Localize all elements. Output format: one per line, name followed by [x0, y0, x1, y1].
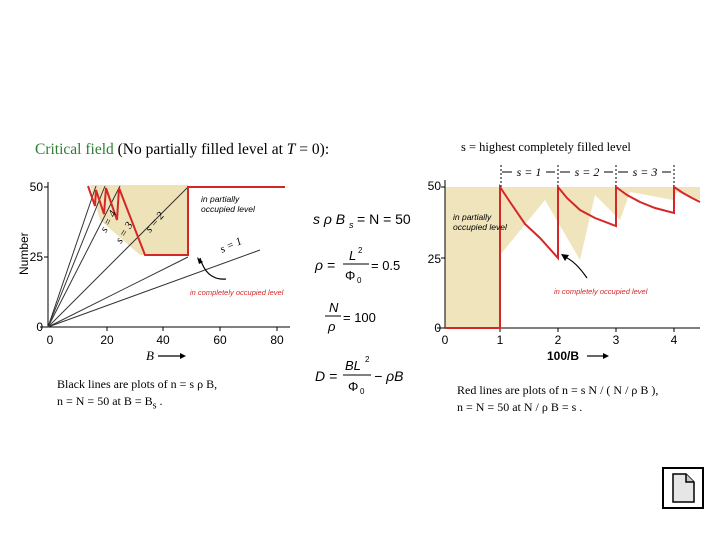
eq2-num: L	[349, 248, 356, 263]
left-plot: 50 25 0 Number 0 20 40 60 80 B s = 4 s =…	[17, 180, 290, 363]
annotation-complete: in completely occupied level	[554, 287, 648, 296]
right-plot-title: s = highest completely filled level	[461, 140, 631, 154]
eq2-sup: 2	[358, 246, 363, 255]
note-right-line1: Red lines are plots of n = s N / ( N / ρ…	[457, 383, 659, 397]
document-nav-icon[interactable]	[662, 467, 704, 509]
note-left: Black lines are plots of n = s ρ B, n = …	[57, 376, 217, 414]
red-sawtooth-right	[445, 183, 701, 329]
y-tick-label-0: 0	[434, 321, 441, 335]
x-tick-label-0: 0	[47, 333, 54, 347]
note-left-line2: n = N = 50 at B = Bs .	[57, 394, 163, 412]
x-tick-label-4: 4	[671, 333, 678, 347]
label-s1: s = 1	[218, 235, 244, 255]
annotation-arrow	[562, 255, 588, 279]
annotation-complete: in completely occupied level	[190, 288, 284, 297]
x-axis-label: 100/B	[547, 349, 579, 363]
eq4-lhs: D =	[315, 368, 337, 384]
x-tick-label-40: 40	[156, 333, 170, 347]
x-axis-label: B	[146, 348, 154, 363]
note-right: Red lines are plots of n = s N / ( N / ρ…	[457, 382, 658, 416]
partially-occupied-region	[445, 187, 700, 328]
eq4-num: BL	[345, 358, 361, 373]
y-tick-label-25: 25	[428, 252, 442, 266]
partially-occupied-region	[90, 185, 188, 255]
s3-label: s = 3	[633, 165, 658, 179]
title-critical-field: Critical field	[35, 141, 114, 158]
annotation-partial-line1: in partially	[201, 194, 240, 204]
annotation-partial-line2: occupied level	[201, 204, 256, 214]
x-tick-label-0: 0	[442, 333, 449, 347]
eq3-rhs: = 100	[343, 310, 376, 325]
s2-label: s = 2	[575, 165, 600, 179]
y-axis-label: Number	[17, 232, 31, 275]
slide-title: Critical field (No partially filled leve…	[35, 141, 329, 159]
line-s1	[47, 256, 189, 328]
x-tick-label-20: 20	[100, 333, 114, 347]
right-plot: 50 25 0 0 1 2 3 4 100/B s = 1 s = 2 s = …	[428, 164, 701, 363]
y-tick-label-50: 50	[30, 180, 44, 194]
annotation-arrow	[199, 257, 227, 280]
eq2-den-sub: 0	[357, 276, 362, 285]
annotation-partial-line1: in partially	[453, 212, 492, 222]
x-tick-label-1: 1	[497, 333, 504, 347]
line-s3	[47, 185, 106, 328]
eq4-den: Φ	[348, 379, 358, 394]
line-shallow	[47, 186, 189, 328]
x-tick-label-80: 80	[270, 333, 284, 347]
eq2-rhs: = 0.5	[371, 258, 400, 273]
x-tick-label-3: 3	[613, 333, 620, 347]
note-left-line1: Black lines are plots of n = s ρ B,	[57, 377, 218, 391]
x-tick-label-2: 2	[555, 333, 562, 347]
red-sawtooth-left	[87, 185, 285, 256]
x-tick-label-60: 60	[213, 333, 227, 347]
eq3-den: ρ	[327, 319, 336, 334]
s1-label: s = 1	[517, 165, 542, 179]
y-tick-label-25: 25	[30, 250, 44, 264]
eq4-den-sub: 0	[360, 387, 365, 396]
eq2-lhs: ρ =	[314, 257, 335, 273]
eq2-den: Φ	[345, 268, 355, 283]
note-left-sub: s	[152, 400, 157, 412]
eq4-sup: 2	[365, 355, 370, 364]
title-text: (No partially filled level at	[113, 141, 287, 158]
y-tick-label-50: 50	[428, 179, 442, 193]
line-s1-ext	[47, 249, 261, 328]
eq3-num: N	[329, 300, 339, 315]
y-tick-label-0: 0	[36, 320, 43, 334]
annotation-partial-line2: occupied level	[453, 222, 508, 232]
eq1-lhs: s ρ B	[313, 211, 345, 227]
eq4-rhs: − ρB	[374, 368, 403, 384]
line-s2	[47, 185, 121, 328]
line-s4	[47, 185, 97, 328]
equations: s ρ B s = N = 50 ρ = L 2 Φ 0 = 0.5 N ρ =…	[313, 211, 411, 396]
page-icon	[672, 473, 695, 503]
title-end: = 0):	[295, 141, 330, 158]
note-right-line2: n = N = 50 at N / ρ B = s .	[457, 400, 583, 414]
eq1-sub: s	[349, 220, 354, 230]
title-variable: T	[286, 141, 296, 158]
eq1-rhs: = N = 50	[357, 211, 411, 227]
